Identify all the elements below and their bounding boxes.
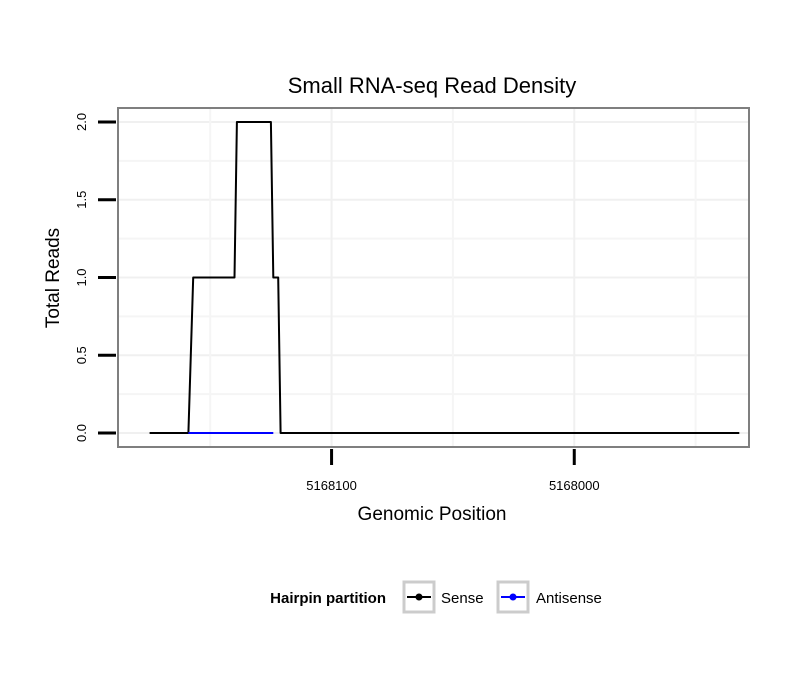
x-tick-label: 5168000: [549, 478, 600, 493]
legend-marker-sense: [415, 593, 423, 601]
grid: [118, 108, 749, 447]
legend-label-antisense: Antisense: [536, 590, 602, 607]
y-tick-label: 0.5: [74, 346, 89, 364]
chart-title: Small RNA-seq Read Density: [288, 73, 577, 98]
plot-border: [117, 107, 750, 448]
y-tick-label: 1.0: [74, 268, 89, 286]
series-line-sense: [149, 121, 740, 434]
x-axis: 5168100 5168000: [306, 449, 600, 493]
y-tick-label: 1.5: [74, 191, 89, 209]
legend-title: Hairpin partition: [270, 590, 386, 607]
legend-marker-antisense: [509, 593, 517, 601]
y-tick-label: 0.0: [74, 424, 89, 442]
legend-label-sense: Sense: [441, 590, 484, 607]
x-tick-label: 5168100: [306, 478, 357, 493]
y-axis-title: Total Reads: [43, 228, 64, 328]
y-axis: 0.0 0.5 1.0 1.5 2.0: [74, 113, 116, 442]
y-tick-label: 2.0: [74, 113, 89, 131]
x-axis-title: Genomic Position: [358, 504, 507, 525]
legend: Hairpin partition Sense Antisense: [270, 580, 602, 614]
series-layer: [149, 121, 740, 434]
